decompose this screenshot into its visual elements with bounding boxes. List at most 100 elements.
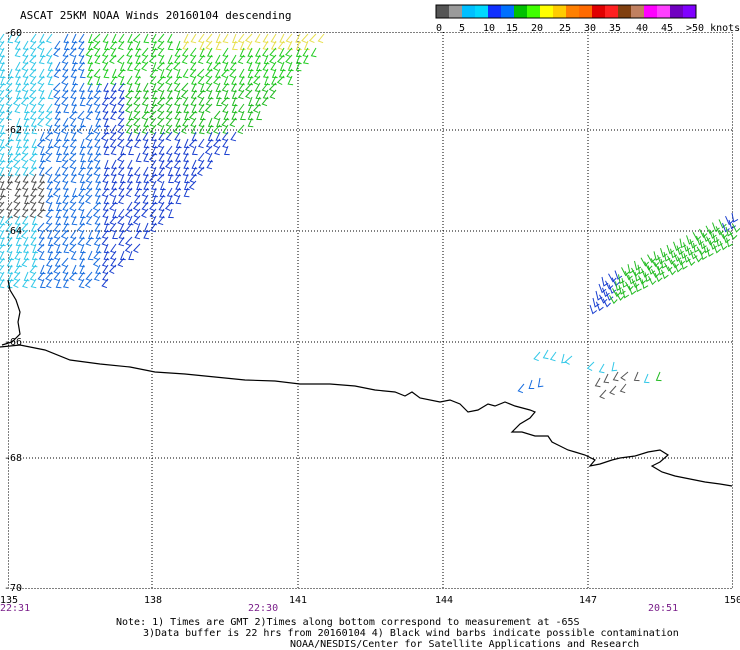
wind-barb — [152, 61, 158, 72]
lat-label: -60 — [4, 28, 22, 39]
wind-barb — [104, 159, 110, 170]
longitude-labels: 135 138 141 144 147 150 — [0, 595, 740, 606]
wind-barb — [586, 361, 595, 372]
wind-barb — [39, 131, 46, 142]
wind-barb — [62, 278, 69, 289]
legend-swatch — [488, 5, 501, 18]
wind-barb — [117, 117, 125, 128]
wind-barb — [101, 278, 109, 289]
wind-barb — [183, 180, 190, 191]
wind-barb — [151, 166, 158, 177]
time-labels: 22:31 22:30 20:51 — [0, 603, 678, 614]
wind-barb — [12, 152, 21, 163]
wind-barb — [44, 166, 53, 177]
wind-barb — [127, 61, 133, 72]
wind-barb — [38, 54, 45, 65]
wind-barb — [92, 208, 101, 219]
wind-barb — [118, 236, 125, 247]
wind-barb — [117, 68, 125, 79]
wind-barb — [302, 47, 309, 58]
wind-barb — [103, 145, 110, 156]
wind-barb — [239, 47, 246, 58]
wind-barb — [213, 124, 221, 135]
wind-barb — [79, 215, 86, 226]
wind-barb — [0, 89, 5, 100]
wind-barb — [689, 239, 697, 249]
wind-barb — [674, 263, 683, 273]
wind-barb — [174, 110, 181, 121]
wind-barb — [271, 68, 278, 79]
wind-barb — [223, 75, 230, 86]
wind-barb — [252, 103, 261, 114]
wind-barb — [117, 131, 125, 142]
wind-barb — [594, 377, 601, 388]
wind-barb — [61, 68, 69, 79]
wind-barb — [71, 215, 78, 226]
wind-barb — [159, 124, 166, 135]
wind-barb — [190, 96, 197, 107]
wind-barb — [119, 75, 126, 86]
wind-barb — [29, 82, 37, 93]
lat-label: -66 — [4, 337, 22, 348]
wind-barb — [87, 250, 94, 261]
wind-barb — [124, 243, 133, 254]
wind-barb — [87, 229, 94, 240]
wind-barb — [648, 275, 657, 286]
wind-barb — [136, 180, 142, 191]
wind-barb — [0, 110, 5, 121]
wind-barb — [80, 152, 86, 163]
wind-barb — [53, 250, 61, 261]
wind-barb — [62, 61, 69, 72]
wind-barb — [46, 54, 53, 65]
wind-barb — [78, 40, 85, 51]
wind-barb — [0, 215, 6, 226]
wind-barb — [47, 89, 54, 100]
wind-barb — [237, 124, 245, 135]
wind-barb — [112, 194, 118, 205]
wind-barb — [62, 201, 69, 212]
coastline — [0, 279, 733, 487]
wind-barb — [207, 89, 214, 100]
wind-barb — [0, 194, 5, 205]
wind-barb — [245, 89, 253, 100]
wind-barb — [53, 264, 61, 275]
wind-barb — [45, 257, 53, 268]
wind-barb — [6, 236, 13, 247]
legend-swatch — [475, 5, 488, 18]
wind-barb — [31, 124, 38, 135]
wind-barb — [204, 145, 213, 156]
wind-barb — [207, 117, 214, 128]
map-frame — [8, 32, 733, 589]
wind-barb — [175, 40, 182, 51]
wind-barb — [53, 236, 61, 247]
wind-barb — [28, 96, 37, 107]
wind-barb — [101, 187, 109, 198]
wind-barb — [68, 152, 77, 163]
wind-barb — [21, 159, 29, 170]
wind-barb — [71, 103, 78, 114]
wind-barb — [54, 117, 61, 128]
wind-barb — [117, 215, 125, 226]
wind-barb — [302, 54, 309, 65]
wind-barb — [125, 89, 133, 100]
wind-barb — [165, 75, 173, 86]
wind-barb — [70, 124, 77, 135]
wind-barb — [37, 110, 45, 121]
wind-barb — [214, 145, 221, 156]
wind-barb — [624, 270, 633, 281]
wind-barb — [191, 159, 198, 170]
wind-barb — [647, 265, 656, 275]
wind-barb — [188, 180, 197, 191]
wind-barb — [29, 271, 37, 282]
wind-barb — [6, 278, 13, 289]
wind-barb — [618, 285, 626, 295]
wind-barb — [650, 258, 660, 268]
wind-barb — [61, 89, 69, 100]
wind-barb — [117, 40, 125, 51]
wind-barb — [622, 288, 630, 299]
wind-barb — [173, 173, 181, 184]
wind-barb — [94, 222, 101, 233]
wind-barb — [638, 275, 647, 285]
wind-barb — [222, 138, 229, 149]
wind-barb — [188, 110, 197, 121]
